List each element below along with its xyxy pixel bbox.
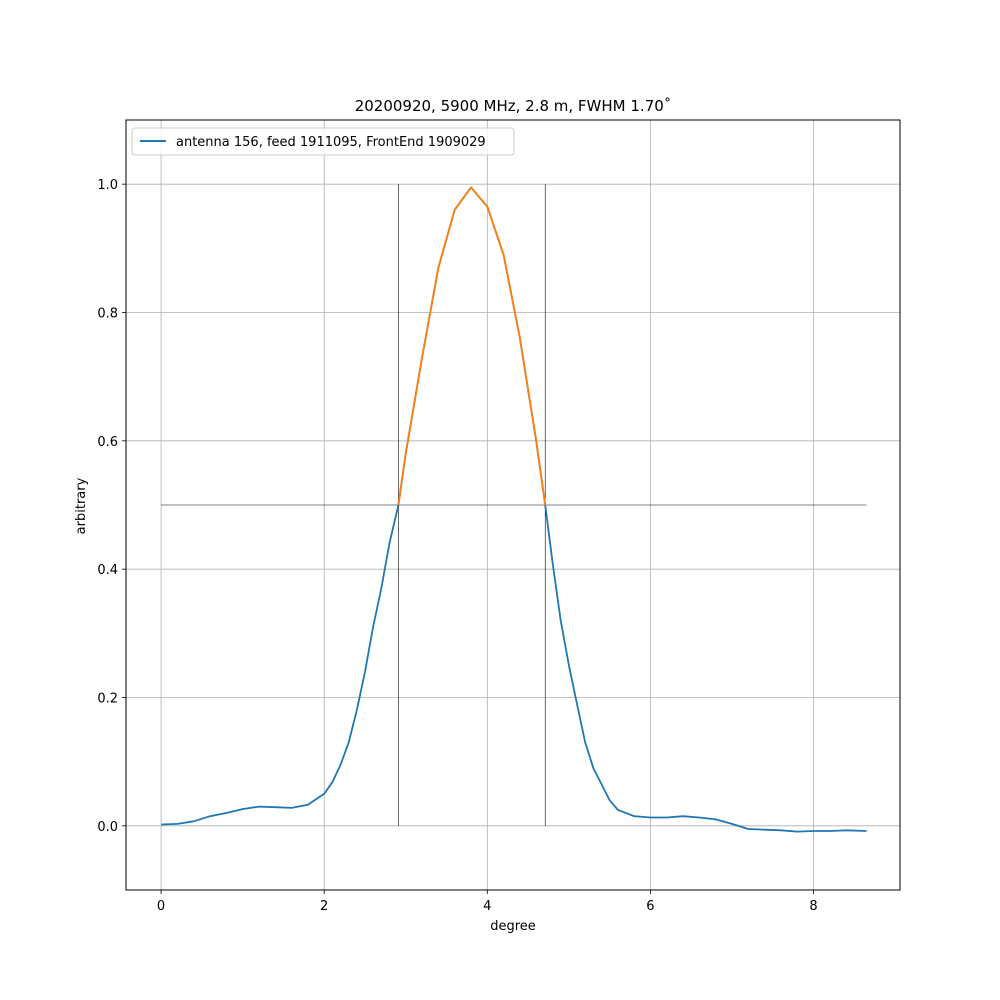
x-tick-label: 8	[809, 899, 817, 914]
tick-layer: 0 2 4 6 8 0.0 0.2 0.4 0.6 0.8 1.0	[97, 178, 817, 914]
y-tick-label: 0.6	[97, 435, 118, 450]
y-tick-label: 0.0	[97, 820, 118, 835]
y-axis-label: arbitrary	[74, 477, 89, 534]
y-tick-label: 0.8	[97, 307, 118, 322]
x-tick-label: 0	[157, 899, 165, 914]
fwhm-region-line	[397, 186, 547, 506]
chart-title: 20200920, 5900 MHz, 2.8 m, FWHM 1.70˚	[355, 97, 672, 115]
y-tick-label: 0.2	[97, 692, 118, 707]
x-tick-label: 2	[320, 899, 328, 914]
legend: antenna 156, feed 1911095, FrontEnd 1909…	[131, 127, 515, 156]
legend-entry: antenna 156, feed 1911095, FrontEnd 1909…	[176, 135, 486, 150]
x-tick-label: 4	[483, 899, 491, 914]
legend-box	[131, 127, 515, 156]
y-tick-label: 0.4	[97, 563, 118, 578]
x-tick-label: 6	[646, 899, 654, 914]
x-axis-label: degree	[490, 919, 536, 934]
y-tick-label: 1.0	[97, 178, 118, 193]
series-layer	[161, 186, 867, 833]
plot-frame	[125, 119, 901, 891]
